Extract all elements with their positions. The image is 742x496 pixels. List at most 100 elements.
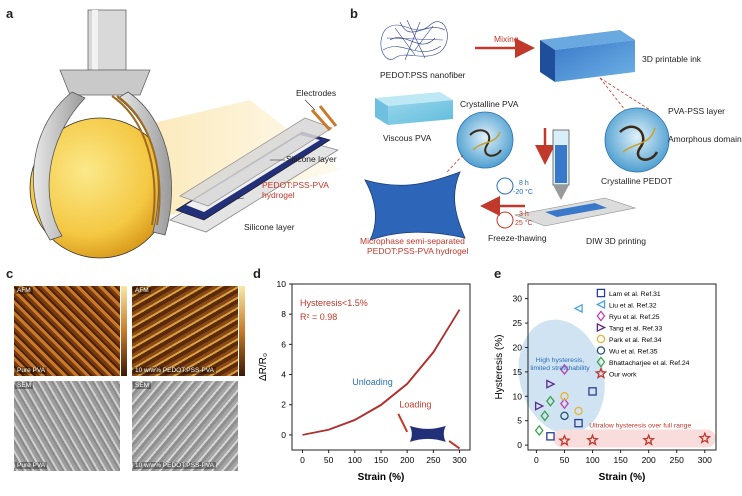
point-ryu-et-al-ref-25 [560, 397, 569, 410]
stretch-sample-icon [409, 425, 446, 442]
x-tick-label: 0 [300, 455, 305, 465]
sem-tag-pure: SEM [15, 382, 34, 389]
x-tick-label: 0 [534, 455, 539, 465]
point-lam-et-al-ref-31 [574, 418, 583, 428]
diw-syringe [513, 129, 637, 227]
composite-tag-afm: 10 w/w% PEDOT:PSS-PVA [133, 367, 216, 374]
point-bhattacharjee-et-al-ref-24 [546, 395, 555, 407]
low-hysteresis-region [553, 429, 716, 448]
annotation-r2: R² = 0.98 [300, 312, 337, 322]
crystalline-pedot-circle [604, 107, 670, 173]
sem-tag-composite: SEM [133, 382, 152, 389]
stretch-arrow-left [397, 413, 409, 433]
legend-marker [596, 310, 606, 322]
point-liu-et-al-ref-32 [573, 303, 583, 314]
y-tick-label: 5 [517, 416, 522, 426]
x-tick-label: 200 [400, 455, 414, 465]
legend-label: Park et al. Ref.34 [609, 337, 662, 344]
sem-image-pure [14, 381, 120, 471]
series-line-unloading [302, 309, 461, 436]
y-tick-label: 8 [281, 309, 286, 319]
afm-colorbar-composite [239, 286, 245, 376]
freeze-thawing-label: Freeze-thawing [488, 233, 547, 243]
x-axis-label: Strain (%) [599, 472, 646, 483]
x-tick-label: 300 [452, 455, 466, 465]
y-tick-label: 30 [513, 294, 523, 304]
x-tick-label: 300 [698, 455, 712, 465]
annotation-hysteresis: Hysteresis<1.5% [300, 298, 368, 308]
silicone-bottom-label: Silicone layer [244, 222, 295, 232]
y-tick-label: 0 [517, 440, 522, 450]
panel-a-illustration [29, 9, 340, 259]
annotation-high-hysteresis: High hysteresis, [536, 357, 584, 364]
crystalline-pva-circle [456, 111, 514, 169]
panel-letter-a: a [6, 6, 14, 21]
chart-d: 0 50 100 150 200 250 300 0 2 4 6 8 10 Strain (%) ΔR/R₀… [258, 279, 471, 483]
gripper-base [59, 9, 151, 96]
cond1-temp: -20 °C [513, 189, 533, 196]
cond2-temp: 25 °C [515, 220, 533, 227]
y-tick-label: 6 [281, 339, 286, 349]
legend-label: Our work [609, 372, 637, 379]
x-tick-label: 50 [560, 455, 570, 465]
ink-cube [540, 30, 635, 82]
annotation-loading: Loading [399, 400, 431, 410]
x-tick-label: 200 [642, 455, 656, 465]
afm-tag-pure: AFM [15, 287, 33, 294]
crystalline-pva-label: Crystalline PVA [460, 99, 519, 109]
legend-marker [596, 322, 607, 333]
nanofiber-network [380, 19, 448, 61]
legend-label: Ryu et al. Ref.25 [609, 314, 660, 321]
y-tick-label: 10 [513, 391, 523, 401]
legend-marker [596, 288, 606, 298]
point-bhattacharjee-et-al-ref-24 [540, 410, 550, 422]
point-lam-et-al-ref-31 [546, 432, 555, 441]
point-tang-et-al-ref-33 [546, 379, 556, 389]
x-tick-label: 150 [614, 455, 628, 465]
legend-marker [596, 334, 606, 344]
legend-marker [594, 366, 608, 379]
viscous-pva-block [375, 92, 453, 125]
y-tick-label: 4 [281, 370, 286, 380]
plot-frame [291, 283, 471, 451]
crystalline-pedot-label: Crystalline PEDOT [601, 176, 673, 186]
product-label-line2: PEDOT:PSS-PVA hydrogel [367, 246, 469, 256]
left-finger [32, 91, 86, 241]
diw-label: DIW 3D printing [586, 236, 646, 246]
legend-label: Bhattacharjee et al. Ref.24 [609, 360, 690, 367]
afm-tag-composite: AFM [133, 287, 151, 294]
panel-letter-c: c [6, 266, 14, 281]
nanofiber-label: PEDOT:PSS nanofiber [380, 70, 466, 80]
x-tick-label: 150 [374, 455, 388, 465]
stretch-arrow-right [448, 440, 461, 450]
x-tick-label: 100 [585, 455, 599, 465]
annotation-unloading: Unloading [352, 377, 393, 387]
y-tick-label: 20 [513, 342, 523, 352]
point-bhattacharjee-et-al-ref-24 [534, 424, 544, 437]
point-park-et-al-ref-34 [560, 392, 569, 401]
hydrogel-label-line2: hydrogel [262, 190, 295, 200]
legend-label: Tang et al. Ref.33 [609, 326, 662, 333]
point-park-et-al-ref-34 [574, 406, 583, 416]
legend-marker [595, 299, 606, 310]
viscous-pva-label: Viscous PVA [383, 133, 432, 143]
point-our-work [558, 433, 571, 447]
cond1-time: 8 h [519, 180, 529, 187]
silicone-top-label: Silicone layer [286, 154, 337, 164]
y-axis-label: Hysteresis (%) [494, 334, 505, 399]
point-ryu-et-al-ref-25 [560, 363, 569, 376]
hydrogel-sheet [364, 171, 466, 241]
legend-label: Lam et al. Ref.31 [609, 291, 661, 298]
panel-letter-e: e [494, 266, 502, 281]
ink-label: 3D printable ink [642, 54, 702, 64]
amorphous-label: Amorphous domain [668, 134, 742, 144]
point-lam-et-al-ref-31 [588, 387, 597, 396]
y-tick-label: 0 [281, 430, 286, 440]
x-tick-label: 50 [324, 455, 334, 465]
y-tick-label: 2 [281, 400, 286, 410]
panel-letter-b: b [350, 6, 358, 21]
composite-tag-sem: 10 w/w% PEDOT:PSS-PVA [133, 462, 216, 469]
mixing-label: Mixing [494, 34, 519, 44]
x-tick-label: 250 [670, 455, 684, 465]
legend-label: Liu et al. Ref.32 [609, 303, 657, 310]
